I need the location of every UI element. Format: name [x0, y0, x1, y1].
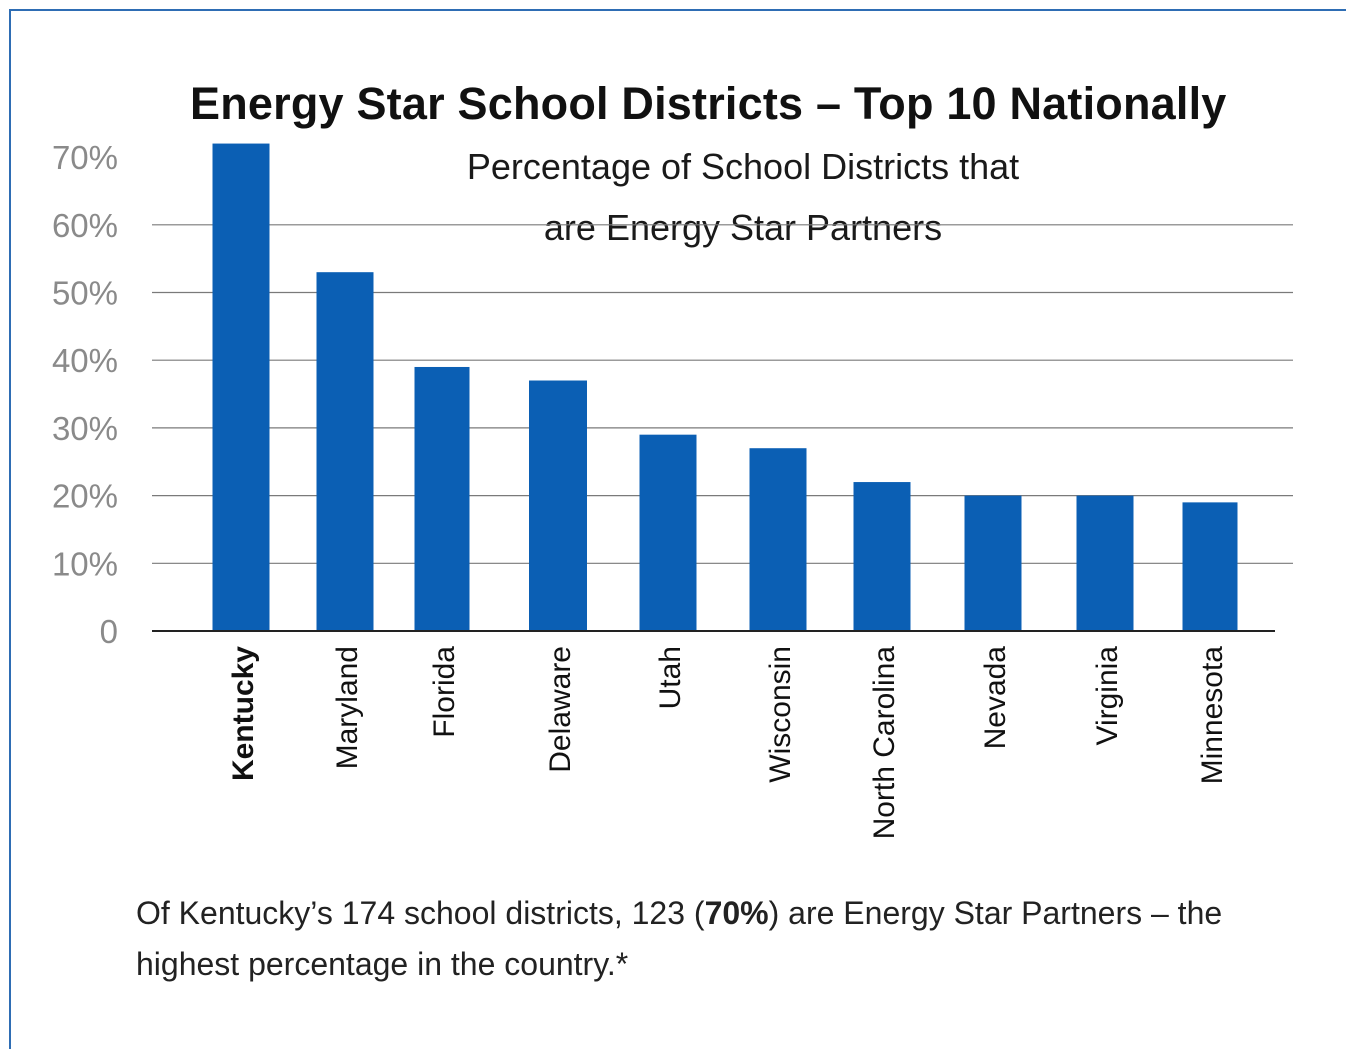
bar-kentucky	[212, 143, 270, 631]
bar-maryland	[316, 272, 374, 631]
y-tick-label-10: 10%	[52, 545, 118, 582]
bar-north-carolina	[853, 482, 911, 631]
y-tick-label-60: 60%	[52, 207, 118, 244]
y-tick-label-50: 50%	[52, 275, 118, 312]
bar-minnesota	[1182, 502, 1238, 631]
footnote-text-start: Of Kentucky’s 174 school districts, 123 …	[136, 895, 705, 931]
x-tick-label-wisconsin: Wisconsin	[764, 646, 797, 783]
y-tick-label-30: 30%	[52, 410, 118, 447]
footnote-text-end: ) are Energy Star Partners – the highest…	[136, 895, 1223, 982]
bar-nevada	[964, 495, 1022, 631]
x-tick-label-nevada: Nevada	[979, 646, 1012, 750]
x-tick-label-florida: Florida	[428, 646, 461, 738]
footnote-highlight: 70%	[704, 895, 769, 931]
chart-subtitle-line-2: are Energy Star Partners	[543, 207, 943, 248]
x-tick-label-maryland: Maryland	[331, 646, 364, 769]
y-tick-label-0: 0	[100, 613, 118, 650]
y-tick-label-70: 70%	[52, 139, 118, 176]
x-tick-label-kentucky: Kentucky	[227, 646, 260, 781]
chart-title: Energy Star School Districts – Top 10 Na…	[190, 78, 1227, 129]
x-tick-label-virginia: Virginia	[1091, 646, 1124, 746]
bar-wisconsin	[749, 448, 807, 631]
bar-utah	[639, 434, 697, 631]
y-tick-label-40: 40%	[52, 342, 118, 379]
bar-delaware	[529, 380, 587, 631]
chart-subtitle-line-1: Percentage of School Districts that	[466, 146, 1020, 187]
x-tick-label-north-carolina: North Carolina	[868, 646, 901, 840]
figure-frame	[9, 9, 1346, 1049]
x-tick-label-minnesota: Minnesota	[1196, 646, 1229, 785]
bar-florida	[414, 366, 470, 631]
y-tick-label-20: 20%	[52, 478, 118, 515]
x-tick-label-delaware: Delaware	[544, 646, 577, 773]
bar-chart: 0 10% 20% 30% 40% 50% 60% 70% Kentucky Maryland Fl…	[52, 139, 1293, 840]
x-tick-label-utah: Utah	[654, 646, 687, 709]
footnote: Of Kentucky’s 174 school districts, 123 …	[136, 888, 1326, 990]
bar-virginia	[1076, 495, 1134, 631]
